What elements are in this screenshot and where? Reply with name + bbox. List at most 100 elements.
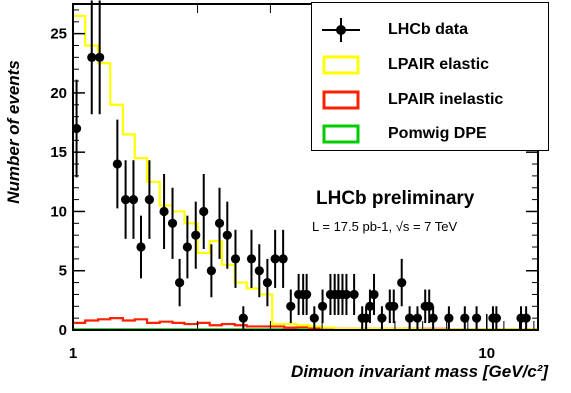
data-point	[120, 160, 131, 239]
tick-labels-layer: 0 5 10 15 20 25 1 10	[50, 26, 495, 362]
data-point-marker	[405, 313, 415, 323]
data-point	[460, 306, 470, 330]
legend-inelastic-box-icon	[322, 90, 360, 110]
data-point	[309, 306, 319, 330]
data-point	[95, 0, 105, 115]
data-point-marker	[317, 301, 328, 311]
data-point	[471, 306, 482, 330]
data-point-marker	[341, 289, 352, 300]
data-point-marker	[471, 313, 482, 323]
data-point	[112, 119, 122, 209]
data-point	[397, 258, 407, 307]
data-point-marker	[144, 195, 155, 205]
data-point	[128, 160, 139, 239]
data-point-marker	[254, 266, 264, 276]
data-point	[222, 201, 232, 269]
data-point	[191, 201, 201, 269]
data-point	[175, 258, 185, 307]
data-point	[405, 306, 415, 330]
data-point-marker	[246, 254, 257, 264]
data-point	[302, 273, 312, 315]
data-point-marker	[460, 313, 470, 323]
data-point-marker	[361, 313, 371, 323]
data-point	[87, 0, 97, 115]
data-point-marker	[175, 277, 185, 288]
data-point-marker	[270, 254, 280, 264]
data-point-marker	[120, 195, 131, 205]
data-point	[349, 273, 359, 315]
legend-pomwig-box-icon	[322, 124, 360, 144]
data-point	[246, 229, 257, 288]
data-point-marker	[222, 230, 232, 240]
legend-elastic-swatch	[322, 55, 360, 75]
data-point	[136, 215, 146, 279]
data-point-marker	[349, 289, 359, 300]
legend-label-pomwig: Pomwig DPE	[388, 125, 487, 142]
data-point-marker	[365, 301, 375, 311]
preliminary-label: LHCb preliminary	[316, 188, 475, 209]
data-point	[491, 306, 501, 330]
y-tick-label: 10	[50, 203, 67, 220]
data-point-marker	[95, 52, 105, 62]
data-point-marker	[206, 266, 216, 276]
legend-label-data: LHCb data	[388, 21, 468, 38]
data-point-marker	[424, 301, 434, 311]
data-point	[369, 273, 379, 315]
data-point	[199, 173, 209, 249]
data-point-marker	[286, 301, 296, 311]
legend-label-lpair-elastic: LPAIR elastic	[388, 56, 490, 73]
data-point-marker	[389, 301, 399, 311]
y-axis-label: Number of events	[4, 60, 23, 204]
legend-elastic-box-icon	[322, 55, 360, 75]
legend-entry-lpair-inelastic: LPAIR inelastic	[312, 85, 548, 115]
data-point-marker	[309, 313, 319, 323]
data-point	[270, 229, 280, 288]
y-tick-label: 25	[50, 26, 67, 43]
data-point-marker	[214, 218, 225, 228]
data-point-marker	[230, 254, 241, 264]
y-tick-label: 0	[59, 322, 67, 339]
data-point-marker	[87, 52, 97, 62]
x-tick-label: 1	[69, 345, 77, 362]
data-point	[206, 244, 216, 298]
data-point-marker	[397, 277, 407, 288]
data-point	[341, 273, 352, 315]
data-point	[214, 187, 225, 259]
data-point-marker	[428, 313, 438, 323]
data-point-marker	[199, 206, 209, 217]
y-tick-label: 15	[50, 144, 67, 161]
data-point-marker	[167, 218, 178, 228]
legend-entry-pomwig: Pomwig DPE	[312, 119, 548, 149]
data-point-marker	[369, 289, 379, 300]
data-point	[262, 258, 272, 307]
legend-label-lpair-inelastic: LPAIR inelastic	[388, 91, 504, 108]
data-points-layer	[71, 0, 531, 330]
data-point	[361, 306, 371, 330]
y-tick-label: 5	[59, 263, 67, 280]
x-axis-label: Dimuon invariant mass [GeV/c²]	[291, 362, 548, 381]
data-point	[182, 215, 192, 279]
data-point	[230, 229, 241, 288]
data-point-marker	[112, 159, 122, 169]
legend: LHCb data LPAIR elastic LPAIR inelastic …	[311, 2, 549, 151]
data-point-marker	[278, 254, 288, 264]
data-point-marker	[491, 313, 501, 323]
data-point	[317, 289, 328, 324]
data-point	[286, 289, 296, 324]
data-point	[412, 306, 423, 330]
legend-entry-lpair-elastic: LPAIR elastic	[312, 50, 548, 80]
data-point	[377, 306, 387, 330]
data-point-marker	[412, 313, 423, 323]
data-point-marker	[444, 313, 454, 323]
data-point-marker	[191, 230, 201, 240]
data-point	[428, 306, 438, 330]
legend-inelastic-swatch	[322, 90, 360, 110]
data-point	[389, 289, 399, 324]
data-point-marker	[377, 313, 387, 323]
y-tick-label: 20	[50, 85, 67, 102]
data-point	[521, 306, 531, 330]
luminosity-label: L = 17.5 pb-1, √s = 7 TeV	[312, 219, 458, 234]
legend-pomwig-swatch	[322, 124, 360, 144]
data-point-marker	[128, 195, 139, 205]
